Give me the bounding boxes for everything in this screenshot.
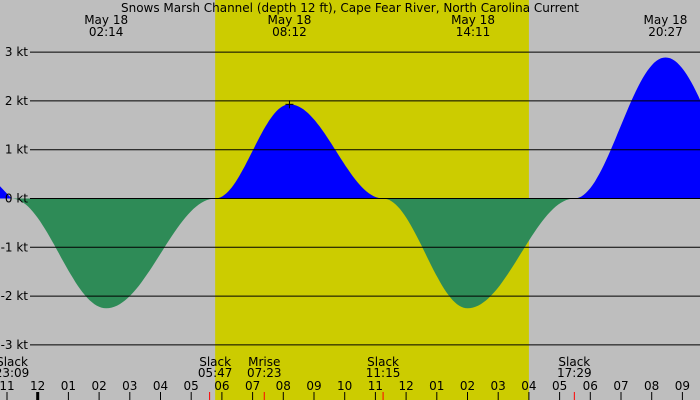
x-tick-label: 06 (583, 379, 598, 393)
event-time-label: 23:09 (0, 366, 29, 380)
event-labels: Slack23:09Slack05:47Mrise07:23Slack11:15… (0, 355, 592, 380)
x-tick-label: 12 (30, 379, 45, 393)
event-time-label: 17:29 (557, 366, 592, 380)
x-tick-label: 03 (122, 379, 137, 393)
x-tick-label: 07 (245, 379, 260, 393)
event-name-label: Slack (367, 355, 399, 369)
y-tick-label: -2 kt (1, 289, 29, 303)
ebb-current-area (11, 198, 216, 309)
event-time-label: 07:23 (247, 366, 282, 380)
x-tick-label: 10 (337, 379, 352, 393)
current-fill-areas (0, 57, 700, 309)
x-tick-label: 03 (491, 379, 506, 393)
x-tick-label: 02 (91, 379, 106, 393)
x-tick-label: 01 (429, 379, 444, 393)
y-tick-label: 1 kt (5, 143, 28, 157)
x-tick-label: 09 (675, 379, 690, 393)
flood-current-area (0, 186, 12, 199)
event-name-label: Slack (558, 355, 590, 369)
x-tick-label: 09 (306, 379, 321, 393)
event-name-label: Slack (199, 355, 231, 369)
extremum-date-label: May 18 (451, 13, 495, 27)
event-name-label: Mrise (248, 355, 280, 369)
event-name-label: Slack (0, 355, 28, 369)
extremum-date-label: May 18 (644, 13, 688, 27)
y-tick-label: 2 kt (5, 94, 28, 108)
extremum-time-label: 20:27 (648, 25, 683, 39)
x-tick-label: 05 (552, 379, 567, 393)
x-tick-label: 12 (398, 379, 413, 393)
ebb-current-area (383, 198, 575, 309)
x-tick-label: 08 (644, 379, 659, 393)
y-tick-label: 0 kt (5, 192, 28, 206)
x-tick-label: 07 (613, 379, 628, 393)
x-tick-label: 11 (368, 379, 383, 393)
extremum-time-label: 14:11 (456, 25, 491, 39)
x-tick-label: 06 (214, 379, 229, 393)
x-tick-label: 01 (61, 379, 76, 393)
x-tick-label: 04 (153, 379, 168, 393)
extremum-time-label: 08:12 (272, 25, 307, 39)
extremum-date-label: May 18 (84, 13, 128, 27)
y-axis-labels: 3 kt 2 kt 1 kt 0 kt -1 kt -2 kt -3 kt (1, 45, 29, 352)
event-time-label: 05:47 (198, 366, 233, 380)
x-tick-label: 08 (276, 379, 291, 393)
flood-current-area (215, 104, 384, 199)
y-tick-label: -1 kt (1, 240, 29, 254)
extremum-time-label: 02:14 (89, 25, 124, 39)
flood-current-area (574, 57, 700, 199)
x-tick-label: 11 (0, 379, 15, 393)
event-time-label: 11:15 (366, 366, 401, 380)
x-tick-label: 04 (521, 379, 536, 393)
peak-marker (285, 100, 294, 109)
x-tick-label: 05 (184, 379, 199, 393)
extremum-date-label: May 18 (267, 13, 311, 27)
x-tick-label: 02 (460, 379, 475, 393)
x-axis: 11 12 01 02 03 04 05 06 07 08 09 10 11 12 01 02 03 04 05 06… (0, 379, 690, 400)
y-tick-label: -3 kt (1, 338, 29, 352)
y-tick-label: 3 kt (5, 45, 28, 59)
grid-lines (30, 51, 700, 346)
chart-title: Snows Marsh Channel (depth 12 ft), Cape … (121, 1, 579, 15)
